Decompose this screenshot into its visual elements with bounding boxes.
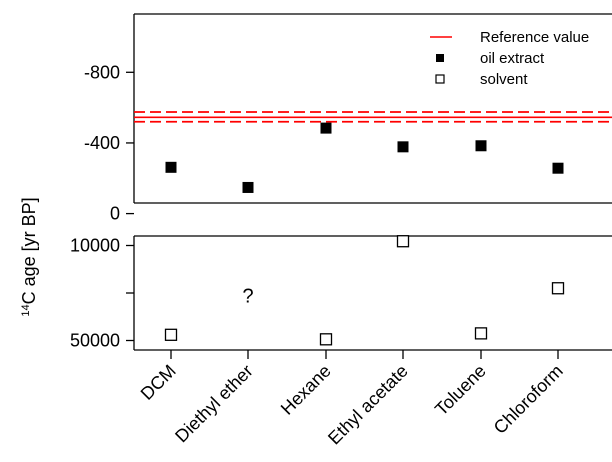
oil-extract-point bbox=[165, 161, 177, 173]
oil-extract-point bbox=[475, 140, 487, 152]
oil-extract-point bbox=[320, 122, 332, 134]
bottom-y-tick-label: 50000 bbox=[70, 331, 120, 351]
x-tick-label: DCM bbox=[137, 361, 180, 404]
x-tick-label: Toluene bbox=[431, 361, 490, 420]
solvent-point bbox=[474, 327, 488, 340]
oil-extract-point bbox=[242, 181, 254, 193]
svg-text:14C age [yr BP]: 14C age [yr BP] bbox=[19, 197, 39, 316]
legend: Reference value oil extract solvent bbox=[430, 29, 589, 88]
bottom-y-tick-label: 10000 bbox=[70, 236, 120, 256]
solvent-point bbox=[319, 333, 333, 346]
y-axis-label: 14C age [yr BP] bbox=[19, 197, 39, 316]
top-y-tick-label: -400 bbox=[84, 133, 120, 153]
solvent-point bbox=[551, 282, 565, 295]
y-axis-label-main: C age [yr BP] bbox=[19, 197, 39, 304]
solvent-point bbox=[396, 235, 410, 248]
legend-label: Reference value bbox=[480, 29, 589, 46]
oil-extract-point bbox=[552, 162, 564, 174]
legend-label: oil extract bbox=[480, 50, 545, 67]
top-y-tick-label: 0 bbox=[110, 204, 120, 224]
oil-extract-point bbox=[397, 141, 409, 153]
y-axis-label-superscript: 14 bbox=[20, 304, 32, 316]
legend-label: solvent bbox=[480, 71, 528, 88]
x-tick-label: Ethyl acetate bbox=[324, 361, 412, 449]
top-y-tick-label: -800 bbox=[84, 62, 120, 82]
legend-filled-square-icon bbox=[436, 54, 444, 62]
solvent-point bbox=[164, 328, 178, 341]
x-tick-label: Hexane bbox=[277, 361, 335, 419]
bottom-panel: 10000 50000? bbox=[70, 235, 612, 351]
x-tick-label: Diethyl ether bbox=[171, 361, 257, 447]
legend-open-square-icon bbox=[435, 74, 445, 84]
x-tick-label: Chloroform bbox=[490, 361, 567, 438]
unknown-value-annotation: ? bbox=[242, 285, 253, 307]
top-panel: -800 -400 0 bbox=[84, 13, 612, 224]
